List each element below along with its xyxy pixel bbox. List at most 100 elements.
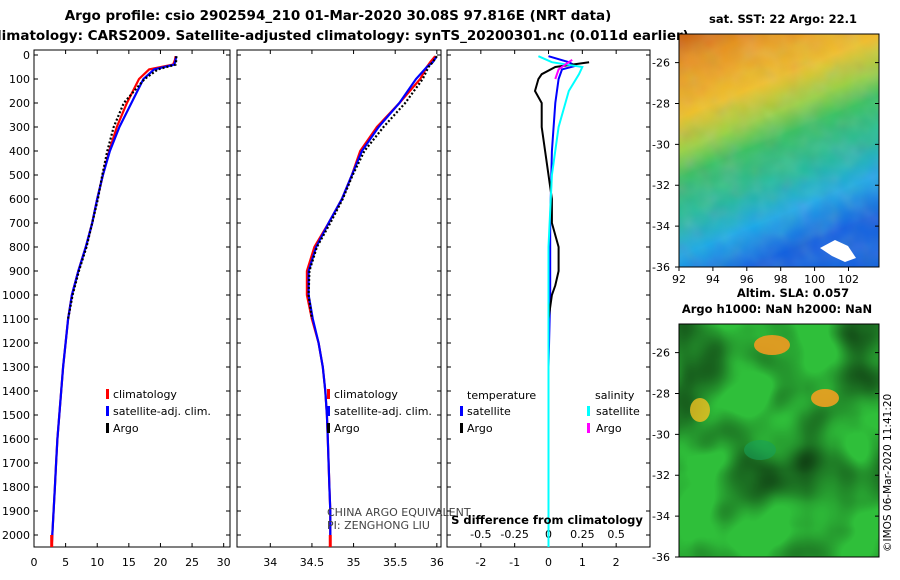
difference-xlabel: S difference from climatology <box>451 513 643 527</box>
secondary-tick-label: -0.5 <box>470 528 491 541</box>
difference-plot: -2 -1 0 1 2-0.5 -0.25 0 0.25 0.5 <box>470 50 625 569</box>
copyright-stamp: ©IMOS 06-Mar-2020 11:41:20 <box>882 394 894 552</box>
depth-tick-label: 1900 <box>2 505 30 518</box>
sla-axes: -26 -28 -30 -32 -34 -36 <box>652 347 879 564</box>
depth-tick-label: 1200 <box>2 337 30 350</box>
legend-argo-swatch <box>327 423 330 433</box>
x-tick-label: 35.5 <box>383 556 408 569</box>
legend-temp-argo-swatch <box>460 423 463 433</box>
credit-line-1: CHINA ARGO EQUIVALENT <box>327 506 471 519</box>
legend-temp-argo-label: Argo <box>467 422 493 435</box>
x-tick-label: 35 <box>347 556 361 569</box>
salinity-legend: climatology satellite-adj. clim. Argo <box>327 388 432 435</box>
legend-sal-satellite-swatch <box>587 406 590 416</box>
sla-low-1 <box>744 440 776 460</box>
depth-tick-label: 1100 <box>2 313 30 326</box>
map-x-tick-label: 92 <box>672 273 686 286</box>
legend-salinity-title: salinity <box>595 389 635 402</box>
legend-satellite-label: satellite-adj. clim. <box>113 405 211 418</box>
legend-climatology-label: climatology <box>113 388 177 401</box>
credit-line-2: PI: ZENGHONG LIU <box>327 519 430 532</box>
depth-tick-label: 700 <box>9 217 30 230</box>
sla-map-subtitle: Argo h1000: NaN h2000: NaN <box>682 302 872 316</box>
map-x-tick-label: 102 <box>838 273 859 286</box>
depth-tick-label: 1800 <box>2 481 30 494</box>
series-line-climatology <box>305 55 437 547</box>
sla-peak-1 <box>754 335 790 355</box>
x-tick-label: 10 <box>90 556 104 569</box>
x-tick-label: 34 <box>263 556 277 569</box>
depth-tick-label: 300 <box>9 121 30 134</box>
map-y-tick-label: -28 <box>652 97 670 110</box>
depth-tick-label: 600 <box>9 193 30 206</box>
x-tick-label: 0 <box>545 556 552 569</box>
legend-climatology-swatch <box>327 389 330 399</box>
sla-map <box>678 323 880 558</box>
legend-sal-argo-swatch <box>587 423 590 433</box>
legend-argo-swatch <box>106 423 109 433</box>
legend-temp-satellite-swatch <box>460 406 463 416</box>
legend-sal-argo-label: Argo <box>596 422 622 435</box>
series-line-argo <box>307 55 438 320</box>
difference-legend: temperature satellite Argo salinity sate… <box>460 389 640 435</box>
depth-axis: 0 100 200 300 400 500 600 700 800 900 1000 1100 1200… <box>2 49 650 542</box>
salinity-plot: 34 34.5 35 35.5 36 <box>263 50 444 569</box>
sst-cloud-gap <box>820 240 856 262</box>
header-line-2: Climatology: CARS2009. Satellite-adjuste… <box>0 28 689 44</box>
temperature-panel-frame <box>33 49 231 548</box>
depth-tick-label: 2000 <box>2 529 30 542</box>
temperature-legend: climatology satellite-adj. clim. Argo <box>106 388 211 435</box>
depth-tick-label: 1700 <box>2 457 30 470</box>
x-tick-label: -2 <box>475 556 486 569</box>
map-y-tick-label: -26 <box>652 347 670 360</box>
sla-highs <box>679 324 879 557</box>
series-line-salinity-argo <box>554 58 573 80</box>
map-x-tick-label: 100 <box>804 273 825 286</box>
sla-frame <box>678 323 880 558</box>
depth-tick-label: 1000 <box>2 289 30 302</box>
map-y-tick-label: -30 <box>652 138 670 151</box>
x-tick-label: 2 <box>613 556 620 569</box>
x-tick-label: 34.5 <box>300 556 325 569</box>
depth-tick-label: 1400 <box>2 385 30 398</box>
salinity-panel-frame <box>236 49 442 548</box>
legend-satellite-swatch <box>106 406 109 416</box>
map-y-tick-label: -28 <box>652 387 670 400</box>
sst-frame <box>678 33 880 268</box>
sla-peak-2 <box>811 389 839 407</box>
sst-map <box>678 33 880 268</box>
map-x-tick-label: 94 <box>706 273 720 286</box>
depth-tick-label: 100 <box>9 73 30 86</box>
sla-map-title: Altim. SLA: 0.057 <box>737 286 849 300</box>
map-y-tick-label: -32 <box>652 469 670 482</box>
sst-map-title: sat. SST: 22 Argo: 22.1 <box>709 12 857 26</box>
map-y-tick-label: -36 <box>652 551 670 564</box>
depth-tick-label: 400 <box>9 145 30 158</box>
map-y-tick-label: -36 <box>652 261 670 274</box>
x-tick-label: 1 <box>579 556 586 569</box>
depth-tick-label: 200 <box>9 97 30 110</box>
map-y-tick-label: -26 <box>652 57 670 70</box>
x-tick-label: 5 <box>62 556 69 569</box>
secondary-tick-label: -0.25 <box>500 528 528 541</box>
map-x-tick-label: 96 <box>740 273 754 286</box>
depth-tick-label: 500 <box>9 169 30 182</box>
depth-tick-label: 1300 <box>2 361 30 374</box>
map-y-tick-label: -30 <box>652 428 670 441</box>
x-tick-label: 20 <box>153 556 167 569</box>
legend-argo-label: Argo <box>113 422 139 435</box>
legend-temp-satellite-label: satellite <box>467 405 511 418</box>
depth-tick-label: 900 <box>9 265 30 278</box>
legend-climatology-swatch <box>106 389 109 399</box>
depth-tick-label: 1600 <box>2 433 30 446</box>
x-tick-label: 15 <box>122 556 136 569</box>
map-y-tick-label: -32 <box>652 179 670 192</box>
x-tick-label: -1 <box>509 556 520 569</box>
sst-texture <box>679 34 879 267</box>
map-y-tick-label: -34 <box>652 510 670 523</box>
depth-tick-label: 0 <box>23 49 30 62</box>
x-tick-label: 30 <box>217 556 231 569</box>
series-line-satellite-adj-clim- <box>307 55 438 547</box>
